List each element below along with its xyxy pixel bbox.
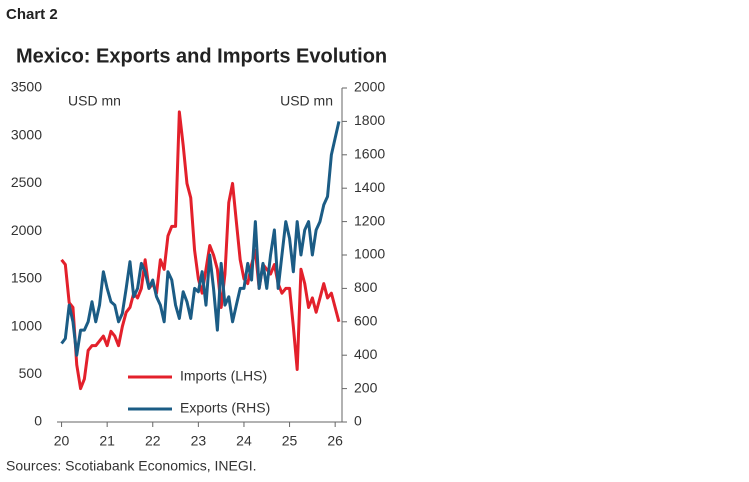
series-line [60, 110, 341, 391]
y-tick-label: 3500 [11, 79, 42, 95]
y2-tick-label: 400 [354, 346, 378, 362]
y-axis-label: USD mn [68, 93, 121, 109]
x-tick-label: 21 [99, 433, 115, 449]
x-tick-label: 20 [54, 433, 70, 449]
y2-tick-label: 200 [354, 379, 378, 395]
x-tick-label: 22 [145, 433, 161, 449]
chart-label: Chart 2 [6, 6, 58, 23]
y2-tick-label: 800 [354, 279, 378, 295]
y-tick-label: 2000 [11, 222, 42, 238]
y-tick-label: 1000 [11, 317, 42, 333]
x-tick-label: 26 [327, 433, 343, 449]
series-line [60, 121, 341, 357]
y2-tick-label: 1200 [354, 212, 385, 228]
x-tick-label: 25 [282, 433, 298, 449]
y2-tick-label: 600 [354, 313, 378, 329]
source: Sources: Scotiabank Economics, INEGI. [6, 458, 257, 474]
y2-tick-label: 1600 [354, 146, 385, 162]
y-tick-label: 2500 [11, 174, 42, 190]
y-tick-label: 1500 [11, 270, 42, 286]
y2-tick-label: 0 [354, 413, 362, 429]
legend-label: Exports (RHS) [180, 400, 270, 416]
y2-tick-label: 1000 [354, 246, 385, 262]
y2-tick-label: 2000 [354, 79, 385, 95]
x-tick-label: 24 [236, 433, 252, 449]
y2-axis-label: USD mn [280, 93, 333, 109]
chart-title: Mexico: Exports and Imports Evolution [16, 45, 387, 67]
y2-tick-label: 1800 [354, 112, 385, 128]
y-tick-label: 0 [34, 413, 42, 429]
legend-label: Imports (LHS) [180, 368, 267, 384]
y-tick-label: 500 [19, 365, 43, 381]
x-tick-label: 23 [191, 433, 207, 449]
y-tick-label: 3000 [11, 126, 42, 142]
y2-tick-label: 1400 [354, 179, 385, 195]
